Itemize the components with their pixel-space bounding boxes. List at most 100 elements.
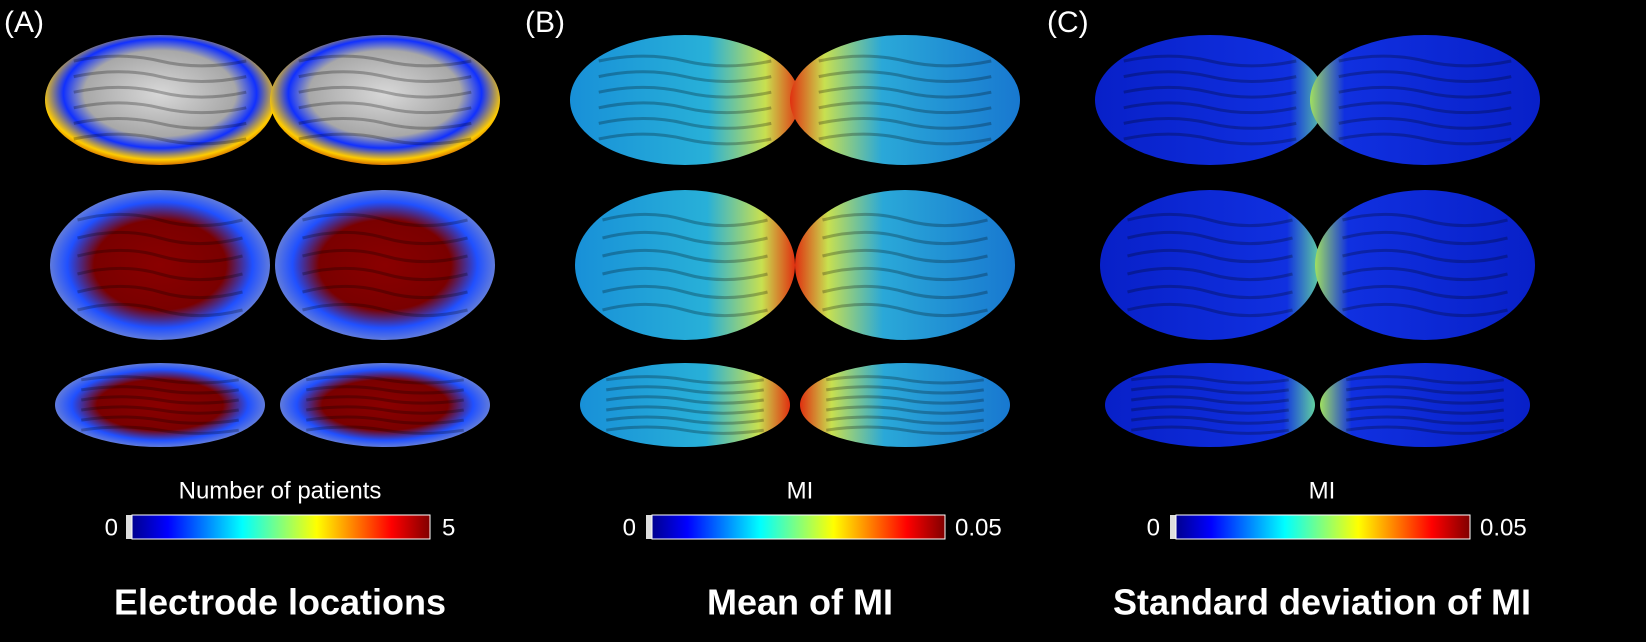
sulcus <box>302 230 468 246</box>
sulcus <box>1123 117 1297 130</box>
colorbar <box>1175 514 1471 540</box>
sulcus <box>826 395 984 405</box>
sulcus <box>602 248 768 264</box>
brain-surface <box>800 363 1010 447</box>
sulcus <box>1346 405 1504 415</box>
sulcus <box>81 375 239 385</box>
brain-surface <box>275 190 495 340</box>
sulcus <box>77 248 243 264</box>
colorbar-max-label: 0.05 <box>955 514 1002 541</box>
sulcus <box>298 132 472 146</box>
brain-surface <box>1320 363 1530 447</box>
brain-surface <box>55 363 265 447</box>
brain-surface <box>790 35 1020 165</box>
sulcus <box>822 248 988 264</box>
colorbar-title: Number of patients <box>179 477 382 504</box>
sulcus <box>1338 101 1512 115</box>
sulcus <box>1131 415 1289 425</box>
sulcus <box>1127 248 1293 264</box>
sulcus <box>826 405 984 415</box>
sulcus <box>1338 70 1512 83</box>
sulcus <box>1346 385 1504 395</box>
sulcus <box>302 302 468 318</box>
sulcus <box>298 70 472 83</box>
sulcus <box>822 212 988 228</box>
sulcus <box>826 425 984 435</box>
colorbar-title: MI <box>787 477 814 504</box>
sulcus <box>1342 302 1508 318</box>
sulcus <box>306 405 464 415</box>
sulcus <box>77 302 243 318</box>
sulcus <box>1342 266 1508 282</box>
sulcus <box>602 284 768 300</box>
sulcus <box>826 385 984 395</box>
sulcus <box>822 284 988 300</box>
brain-surface <box>1315 190 1535 340</box>
sulcus <box>606 425 764 435</box>
sulcus <box>77 212 243 228</box>
sulcus <box>81 385 239 395</box>
sulcus <box>818 85 992 99</box>
sulcus <box>302 212 468 228</box>
sulcus <box>822 302 988 318</box>
colorbar-zero <box>646 515 652 539</box>
sulcus <box>818 132 992 146</box>
sulcus <box>818 101 992 115</box>
colorbar-zero <box>1170 515 1176 539</box>
sulcus <box>298 101 472 115</box>
brain-surface <box>270 35 500 165</box>
sulcus <box>1338 85 1512 99</box>
panel-caption: Standard deviation of MI <box>1113 582 1531 623</box>
brain-renders <box>45 35 1540 447</box>
sulcus <box>1131 425 1289 435</box>
sulcus <box>298 85 472 99</box>
sulcus <box>598 101 772 115</box>
sulcus <box>606 415 764 425</box>
sulcus <box>1123 70 1297 83</box>
colorbar-min-label: 0 <box>623 514 636 541</box>
sulcus <box>306 425 464 435</box>
sulcus <box>1131 395 1289 405</box>
panel-label: (B) <box>525 6 565 39</box>
sulcus <box>1338 54 1512 68</box>
sulcus <box>306 375 464 385</box>
brain-surface <box>280 363 490 447</box>
sulcus <box>602 302 768 318</box>
sulcus <box>81 395 239 405</box>
sulcus <box>1346 375 1504 385</box>
panel-label: (C) <box>1047 6 1089 39</box>
sulcus <box>598 70 772 83</box>
sulcus <box>826 415 984 425</box>
sulcus <box>1123 54 1297 68</box>
panels: (A) Number of patients 0 5 Electrode locatio… <box>4 6 1531 623</box>
sulcus <box>1123 85 1297 99</box>
sulcus <box>1131 375 1289 385</box>
sulcus <box>818 117 992 130</box>
sulcus <box>298 117 472 130</box>
sulcus <box>602 266 768 282</box>
sulcus <box>598 132 772 146</box>
sulcus <box>1342 212 1508 228</box>
sulcus <box>73 132 247 146</box>
sulcus <box>818 70 992 83</box>
sulcus <box>1346 395 1504 405</box>
brain-surface <box>1310 35 1540 165</box>
sulcus <box>306 395 464 405</box>
sulcus <box>302 284 468 300</box>
brain-surface <box>1105 363 1315 447</box>
sulcus <box>77 266 243 282</box>
sulcus <box>73 70 247 83</box>
brain-surface <box>580 363 790 447</box>
sulcus <box>606 385 764 395</box>
sulcus <box>822 266 988 282</box>
sulcus <box>302 266 468 282</box>
colorbar-max-label: 5 <box>442 514 455 541</box>
sulcus <box>298 54 472 68</box>
sulcus <box>606 405 764 415</box>
colorbar-title: MI <box>1309 477 1336 504</box>
sulcus <box>598 54 772 68</box>
panel-label: (A) <box>4 6 44 39</box>
sulcus <box>302 248 468 264</box>
sulcus <box>602 230 768 246</box>
